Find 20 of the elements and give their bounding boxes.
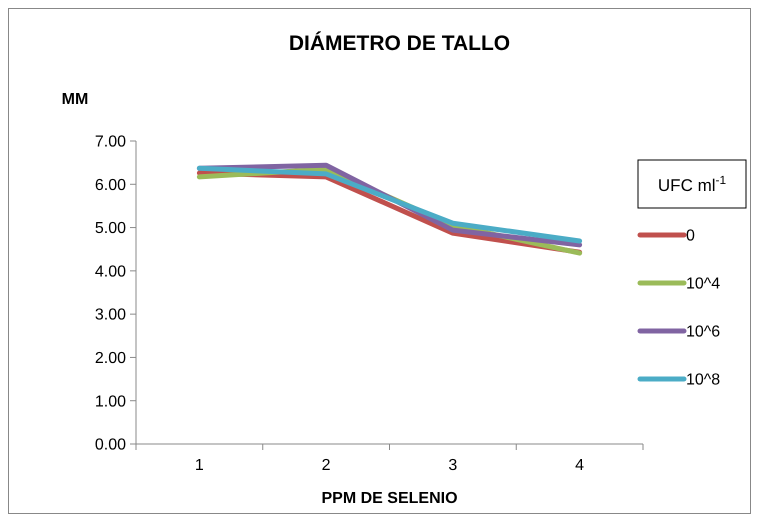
y-tick-label: 5.00 xyxy=(94,220,126,238)
legend-title: UFC ml$^{-1}$ xyxy=(658,173,726,195)
legend-label: 10^8 xyxy=(686,372,720,389)
y-tick-label: 3.00 xyxy=(94,306,126,324)
chart-title: DIÁMETRO DE TALLO xyxy=(288,31,510,55)
y-tick-label: 2.00 xyxy=(94,350,126,368)
y-tick-label: 4.00 xyxy=(94,263,126,280)
y-axis-title: MM xyxy=(62,91,88,108)
legend-label: 10^6 xyxy=(686,324,720,341)
legend-label: 0 xyxy=(686,228,695,245)
x-axis-title: PPM DE SELENIO xyxy=(321,490,458,507)
y-tick-label: 6.00 xyxy=(94,176,126,194)
x-tick-label: 2 xyxy=(322,457,331,474)
y-tick-label: 1.00 xyxy=(94,393,126,410)
legend-label: 10^4 xyxy=(686,276,720,293)
y-tick-label: 7.00 xyxy=(94,134,126,151)
y-tick-label: 0.00 xyxy=(94,436,126,454)
x-tick-label: 1 xyxy=(194,457,204,474)
x-tick-label: 3 xyxy=(448,457,458,474)
x-tick-label: 4 xyxy=(575,457,584,474)
